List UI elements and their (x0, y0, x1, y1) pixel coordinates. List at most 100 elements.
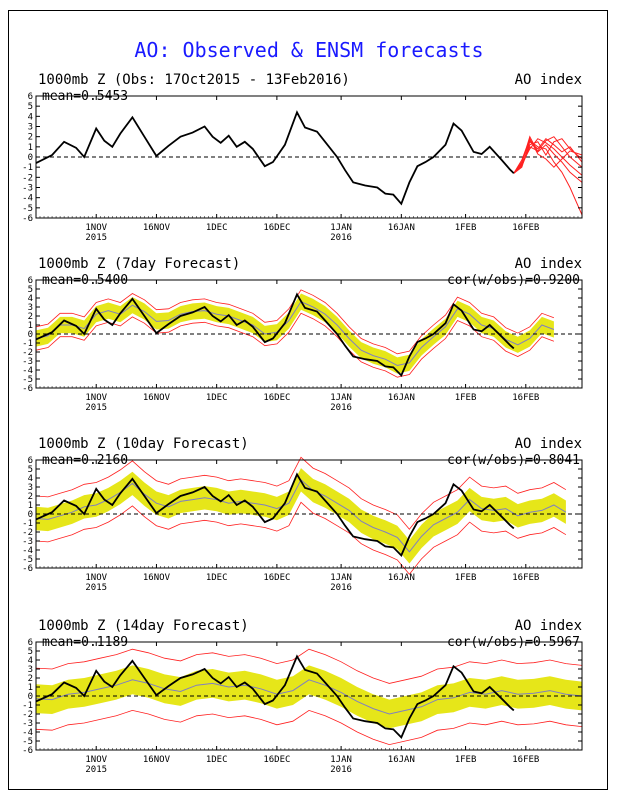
x-tick-label: 1FEB (455, 755, 477, 765)
x-tick-label: 16JAN (388, 223, 415, 233)
x-tick-label: 1FEB (455, 223, 477, 233)
x-tick-label: 16NOV (143, 393, 171, 403)
y-tick-label: -5 (22, 204, 33, 214)
forecast-mean-line (35, 300, 555, 367)
y-tick-label: 6 (28, 456, 33, 466)
x-tick-label: 1FEB (455, 573, 477, 583)
y-tick-label: 1 (28, 501, 33, 511)
y-tick-label: 3 (28, 303, 33, 313)
x-tick-label: 1JAN (330, 573, 352, 583)
y-tick-label: -1 (22, 339, 33, 349)
x-tick-label: 1NOV (85, 223, 107, 233)
x-tick-year-label: 2016 (330, 403, 352, 413)
mean-label: mean=0.5453 (42, 89, 129, 104)
x-tick-label: 16DEC (263, 755, 290, 765)
x-tick-label: 1DEC (206, 573, 228, 583)
x-tick-label: 16FEB (512, 755, 539, 765)
x-tick-label: 16NOV (143, 223, 171, 233)
y-tick-label: -6 (22, 564, 33, 574)
envelope-lower-line (35, 312, 555, 378)
y-tick-label: -5 (22, 737, 33, 747)
correlation-label: cor(w/obs)=0.9200 (446, 273, 580, 288)
y-tick-label: 1 (28, 683, 33, 693)
index-label: AO index (514, 72, 582, 88)
mean-label: mean=0.1189 (42, 635, 129, 650)
figure-frame (8, 10, 608, 790)
x-tick-year-label: 2015 (85, 233, 107, 243)
observed-line (35, 654, 515, 739)
x-tick-label: 16NOV (143, 573, 171, 583)
y-tick-label: 2 (28, 133, 33, 143)
y-tick-label: -4 (22, 194, 33, 204)
panel-title: 1000mb Z (10day Forecast) (38, 436, 249, 452)
y-tick-label: -6 (22, 214, 33, 224)
y-tick-label: 5 (28, 285, 33, 295)
x-tick-label: 16NOV (143, 755, 171, 765)
y-tick-label: -2 (22, 348, 33, 358)
y-tick-label: 0 (28, 330, 33, 340)
ensemble-member-line (513, 136, 583, 174)
y-tick-label: -1 (22, 519, 33, 529)
spread-band (36, 468, 566, 564)
x-tick-label: 16JAN (388, 755, 415, 765)
panel-7day: -6 -5 -4 -3 -2 -1 0 1 2 3 4 5 6 1NOV 2015 16NOV 1DEC 16DE… (0, 256, 618, 446)
y-tick-label: 0 (28, 153, 33, 163)
x-tick-year-label: 2015 (85, 765, 107, 775)
spread-band (36, 665, 582, 729)
x-tick-year-label: 2016 (330, 765, 352, 775)
y-tick-label: -2 (22, 528, 33, 538)
y-tick-label: 2 (28, 674, 33, 684)
y-tick-label: 5 (28, 102, 33, 112)
x-tick-label: 1JAN (330, 223, 352, 233)
y-tick-label: 3 (28, 665, 33, 675)
x-tick-label: 16DEC (263, 223, 290, 233)
y-tick-label: -4 (22, 366, 33, 376)
panel-title: 1000mb Z (14day Forecast) (38, 618, 249, 634)
panel-observed: -6 -5 -4 -3 -2 -1 0 1 2 3 4 5 6 1NOV 2015 16NOV 1DEC 16DE… (0, 72, 618, 262)
envelope-upper-line (35, 456, 567, 530)
y-tick-label: 1 (28, 143, 33, 153)
y-tick-label: 6 (28, 276, 33, 286)
y-tick-label: -6 (22, 384, 33, 394)
y-tick-label: 0 (28, 510, 33, 520)
y-tick-label: -5 (22, 555, 33, 565)
ensemble-member-line (513, 139, 583, 216)
index-label: AO index (514, 618, 582, 634)
correlation-label: cor(w/obs)=0.5967 (446, 635, 580, 650)
x-tick-year-label: 2015 (85, 403, 107, 413)
y-tick-label: -1 (22, 701, 33, 711)
panel-10day: -6 -5 -4 -3 -2 -1 0 1 2 3 4 5 6 1NOV 2015 16NOV 1DEC 16DE… (0, 436, 618, 626)
y-tick-label: 2 (28, 492, 33, 502)
x-tick-label: 16JAN (388, 393, 415, 403)
x-tick-label: 1JAN (330, 393, 352, 403)
y-tick-label: -2 (22, 173, 33, 183)
y-tick-label: 6 (28, 92, 33, 102)
envelope-lower-line (35, 501, 567, 575)
y-tick-label: 4 (28, 474, 33, 484)
x-tick-label: 1NOV (85, 393, 107, 403)
observed-line (35, 472, 515, 557)
y-tick-label: -6 (22, 746, 33, 756)
x-tick-year-label: 2016 (330, 233, 352, 243)
x-tick-label: 1NOV (85, 573, 107, 583)
y-tick-label: -4 (22, 728, 33, 738)
x-tick-label: 16FEB (512, 393, 539, 403)
x-tick-label: 1DEC (206, 755, 228, 765)
y-tick-label: -1 (22, 163, 33, 173)
envelope-lower-line (35, 709, 583, 746)
y-tick-label: -3 (22, 537, 33, 547)
envelope-upper-line (35, 648, 583, 684)
x-tick-label: 1NOV (85, 755, 107, 765)
y-tick-label: -3 (22, 719, 33, 729)
y-tick-label: -2 (22, 710, 33, 720)
y-tick-label: -4 (22, 546, 33, 556)
x-tick-label: 1DEC (206, 393, 228, 403)
y-tick-label: 6 (28, 638, 33, 648)
y-tick-label: -5 (22, 375, 33, 385)
panel-14day: -6 -5 -4 -3 -2 -1 0 1 2 3 4 5 6 1NOV 2015 16NOV 1DEC 16DE… (0, 618, 618, 808)
main-title: AO: Observed & ENSM forecasts (134, 38, 484, 62)
x-tick-label: 16FEB (512, 223, 539, 233)
panel-title: 1000mb Z (Obs: 17Oct2015 - 13Feb2016) (38, 72, 350, 88)
